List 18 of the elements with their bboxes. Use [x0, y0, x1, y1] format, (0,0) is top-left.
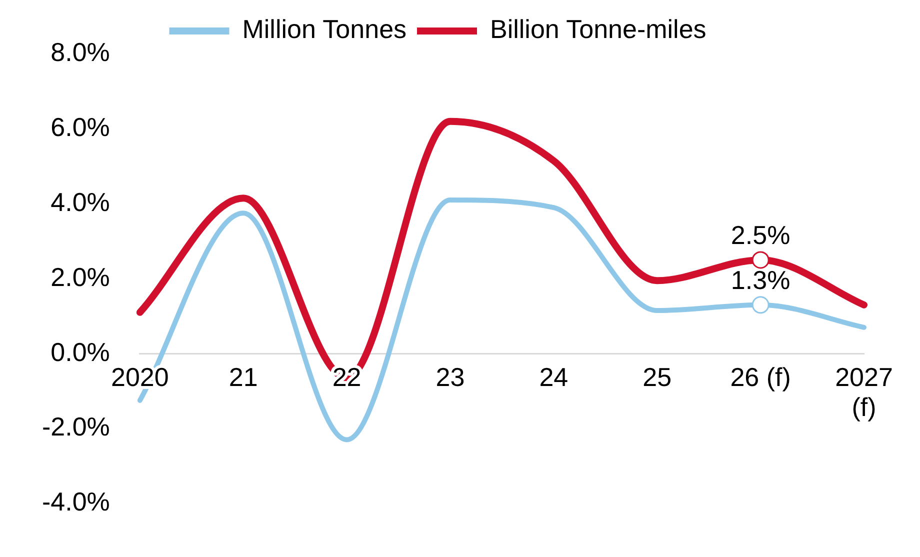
- data-label: 2.5%: [730, 220, 790, 250]
- x-tick-label: 2027 (f): [835, 362, 893, 422]
- y-tick-label: 8.0%: [50, 37, 110, 68]
- legend-label: Billion Tonne-miles: [490, 14, 706, 44]
- x-tick-label: 25: [642, 362, 672, 392]
- x-tick-label: 24: [539, 362, 568, 392]
- x-tick-label: 2020: [111, 362, 169, 392]
- x-tick-label: 21: [228, 362, 258, 392]
- legend-label: Million Tonnes: [242, 14, 407, 44]
- x-tick-label: 23: [436, 362, 465, 392]
- y-tick-label: -4.0%: [42, 486, 110, 517]
- data-label: 1.3%: [730, 265, 790, 296]
- y-tick-label: 2.0%: [50, 262, 110, 292]
- y-tick-label: 6.0%: [50, 112, 110, 142]
- y-tick-label: 0.0%: [50, 336, 110, 367]
- x-tick-label: 26 (f): [730, 362, 791, 392]
- y-tick-label: -2.0%: [42, 412, 110, 442]
- y-tick-label: 4.0%: [50, 186, 110, 217]
